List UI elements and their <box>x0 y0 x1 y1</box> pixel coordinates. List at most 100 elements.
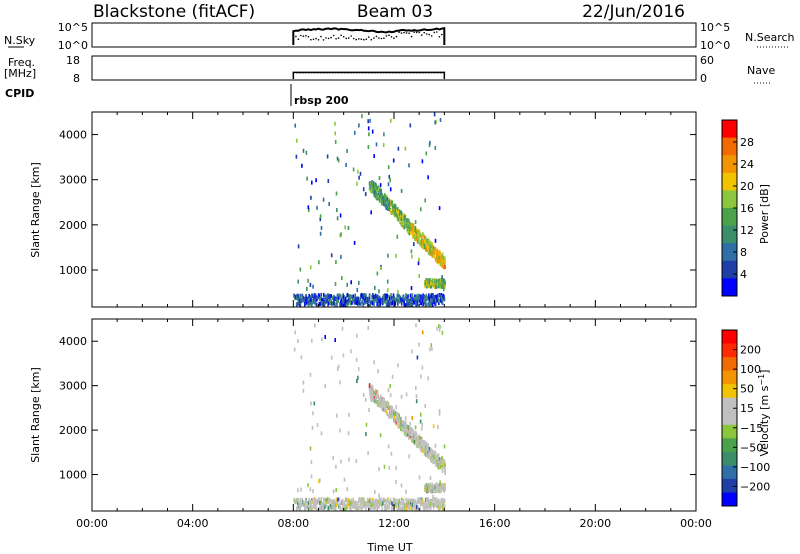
data-cell <box>332 455 334 460</box>
data-cell <box>305 300 308 305</box>
data-cell <box>330 253 333 258</box>
nsearch-point <box>292 36 295 39</box>
data-cell <box>406 223 408 228</box>
data-cell <box>411 415 414 420</box>
data-cell <box>331 296 334 300</box>
data-cell <box>360 497 363 502</box>
data-cell <box>377 294 379 299</box>
data-cell <box>318 498 321 502</box>
data-cell <box>437 284 440 289</box>
data-cell <box>387 500 390 505</box>
nsky-frame <box>91 22 697 48</box>
data-cell <box>356 296 358 301</box>
data-cell <box>394 498 397 503</box>
data-cell <box>371 386 374 390</box>
data-cell <box>334 503 337 508</box>
data-cell <box>349 295 351 300</box>
colorbar-tick-label: 4 <box>740 268 747 281</box>
data-cell <box>368 408 370 412</box>
data-cell <box>407 432 409 437</box>
data-cell <box>397 210 399 215</box>
data-cell <box>404 214 407 219</box>
data-cell <box>414 439 417 444</box>
data-cell <box>434 301 437 306</box>
data-cell <box>338 497 341 502</box>
data-cell <box>410 505 412 510</box>
data-cell <box>434 443 437 448</box>
data-cell <box>366 498 369 503</box>
data-cell <box>427 443 429 448</box>
data-cell <box>401 426 403 431</box>
power-y-ticks: 1000 2000 3000 4000 <box>59 129 696 277</box>
data-cell <box>352 167 355 172</box>
colorbar-swatch <box>722 411 737 426</box>
data-cell <box>344 299 347 304</box>
data-cell <box>360 301 362 306</box>
data-cell <box>441 455 443 460</box>
data-cell <box>396 411 398 416</box>
data-cell <box>387 253 389 258</box>
data-cell <box>434 484 437 489</box>
data-cell <box>319 501 321 505</box>
data-cell <box>372 301 374 306</box>
nsearch-point <box>302 35 305 37</box>
data-cell <box>433 489 436 494</box>
data-cell <box>341 295 344 300</box>
x-tick-label: 08:00 <box>277 517 309 530</box>
data-cell <box>378 296 381 301</box>
data-cell <box>403 423 406 428</box>
data-cell <box>413 234 416 239</box>
data-cell <box>341 326 344 331</box>
data-cell <box>375 192 377 197</box>
data-cell <box>441 297 444 301</box>
power-x-ticks <box>91 112 697 307</box>
data-cell <box>412 226 414 231</box>
nsearch-point <box>418 31 421 34</box>
data-cell <box>309 505 311 510</box>
data-cell <box>371 394 374 399</box>
data-cell <box>327 179 330 183</box>
data-cell <box>391 301 394 306</box>
nsearch-point <box>335 38 337 40</box>
data-cell <box>330 294 333 299</box>
data-cell <box>409 293 412 298</box>
data-cell <box>385 204 387 209</box>
data-cell <box>415 229 417 234</box>
data-cell <box>299 497 302 502</box>
data-cell <box>310 502 312 507</box>
data-cell <box>396 234 399 239</box>
data-cell <box>406 302 408 307</box>
data-cell <box>422 448 424 453</box>
data-cell <box>304 505 307 510</box>
data-cell <box>368 386 371 391</box>
data-cell <box>350 501 352 506</box>
data-cell <box>400 213 402 218</box>
data-cell <box>374 490 376 495</box>
data-cell <box>320 296 322 301</box>
colorbar-swatch <box>722 424 737 439</box>
nsky-trace <box>292 27 446 46</box>
data-cell <box>307 278 309 283</box>
data-cell <box>433 505 435 510</box>
data-cell <box>423 506 426 511</box>
data-cell <box>352 497 355 502</box>
data-cell <box>428 453 431 458</box>
data-cell <box>297 279 299 284</box>
data-cell <box>313 505 316 510</box>
data-cell <box>396 420 399 425</box>
colorbar-frame <box>721 329 738 507</box>
data-cell <box>373 360 375 365</box>
data-cell <box>386 293 389 298</box>
data-cell <box>345 163 347 167</box>
velocity-data-cells <box>293 323 446 512</box>
data-cell <box>435 258 437 263</box>
nsearch-point <box>425 33 428 35</box>
data-cell <box>426 498 428 503</box>
data-cell <box>441 275 443 280</box>
data-cell <box>348 298 350 303</box>
data-cell <box>307 507 310 512</box>
data-cell <box>300 355 303 360</box>
data-cell <box>392 296 394 301</box>
data-cell <box>429 347 431 352</box>
data-cell <box>340 232 342 237</box>
